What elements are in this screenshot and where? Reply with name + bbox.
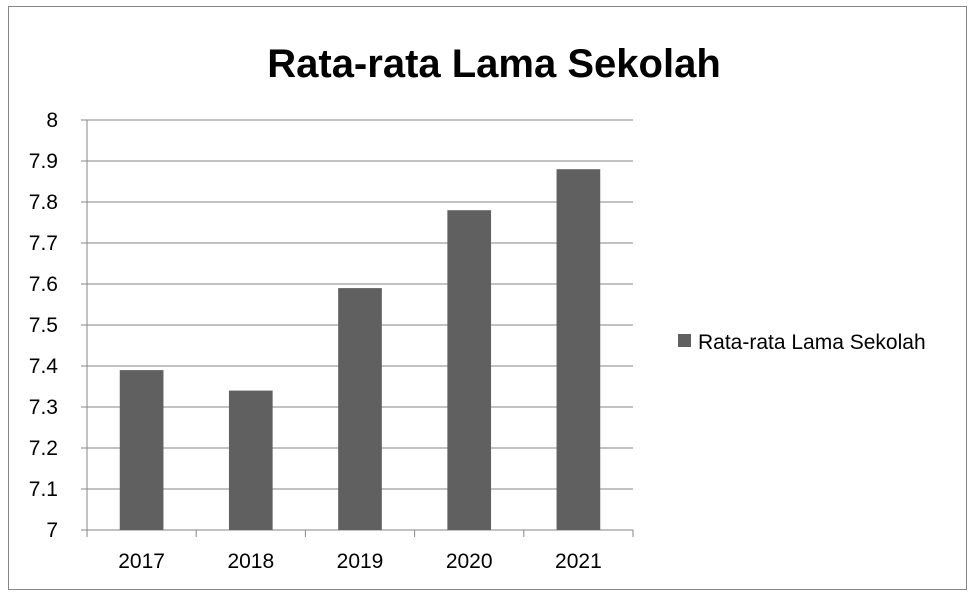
bars (119, 169, 601, 530)
y-tick-label: 7.2 (29, 437, 58, 460)
y-axis-ticks: 7 7.1 7.2 7.3 7.4 7.5 7.6 7.7 7.8 7.9 8 (29, 109, 59, 542)
y-tick-label: 7.7 (29, 232, 58, 255)
bar-2020 (447, 210, 492, 530)
bar-2017 (119, 370, 164, 530)
bar-2019 (338, 288, 382, 530)
x-tick-label: 2018 (227, 550, 274, 573)
y-tick-label: 7.9 (29, 150, 58, 173)
bar-2021 (556, 169, 601, 530)
y-tick-label: 7.1 (29, 478, 58, 501)
y-tick-label: 7.3 (29, 396, 58, 419)
y-tick-label: 7.5 (29, 314, 58, 337)
chart-title: Rata-rata Lama Sekolah (267, 42, 721, 86)
x-tick-label: 2020 (446, 550, 493, 573)
y-tick-label: 7.6 (29, 273, 58, 296)
x-tick-label: 2019 (337, 550, 384, 573)
y-tick-label: 7.8 (29, 191, 58, 214)
y-tick-label: 7.4 (29, 355, 59, 378)
y-tick-label: 7 (46, 519, 58, 542)
bar-2018 (228, 390, 273, 530)
legend-label: Rata-rata Lama Sekolah (698, 331, 926, 354)
y-tick-label: 8 (46, 109, 58, 132)
x-tick-label: 2017 (118, 550, 165, 573)
legend: Rata-rata Lama Sekolah (678, 331, 926, 354)
x-axis-ticks: 2017 2018 2019 2020 2021 (118, 550, 602, 573)
x-tick-label: 2021 (555, 550, 602, 573)
legend-swatch (678, 334, 691, 347)
